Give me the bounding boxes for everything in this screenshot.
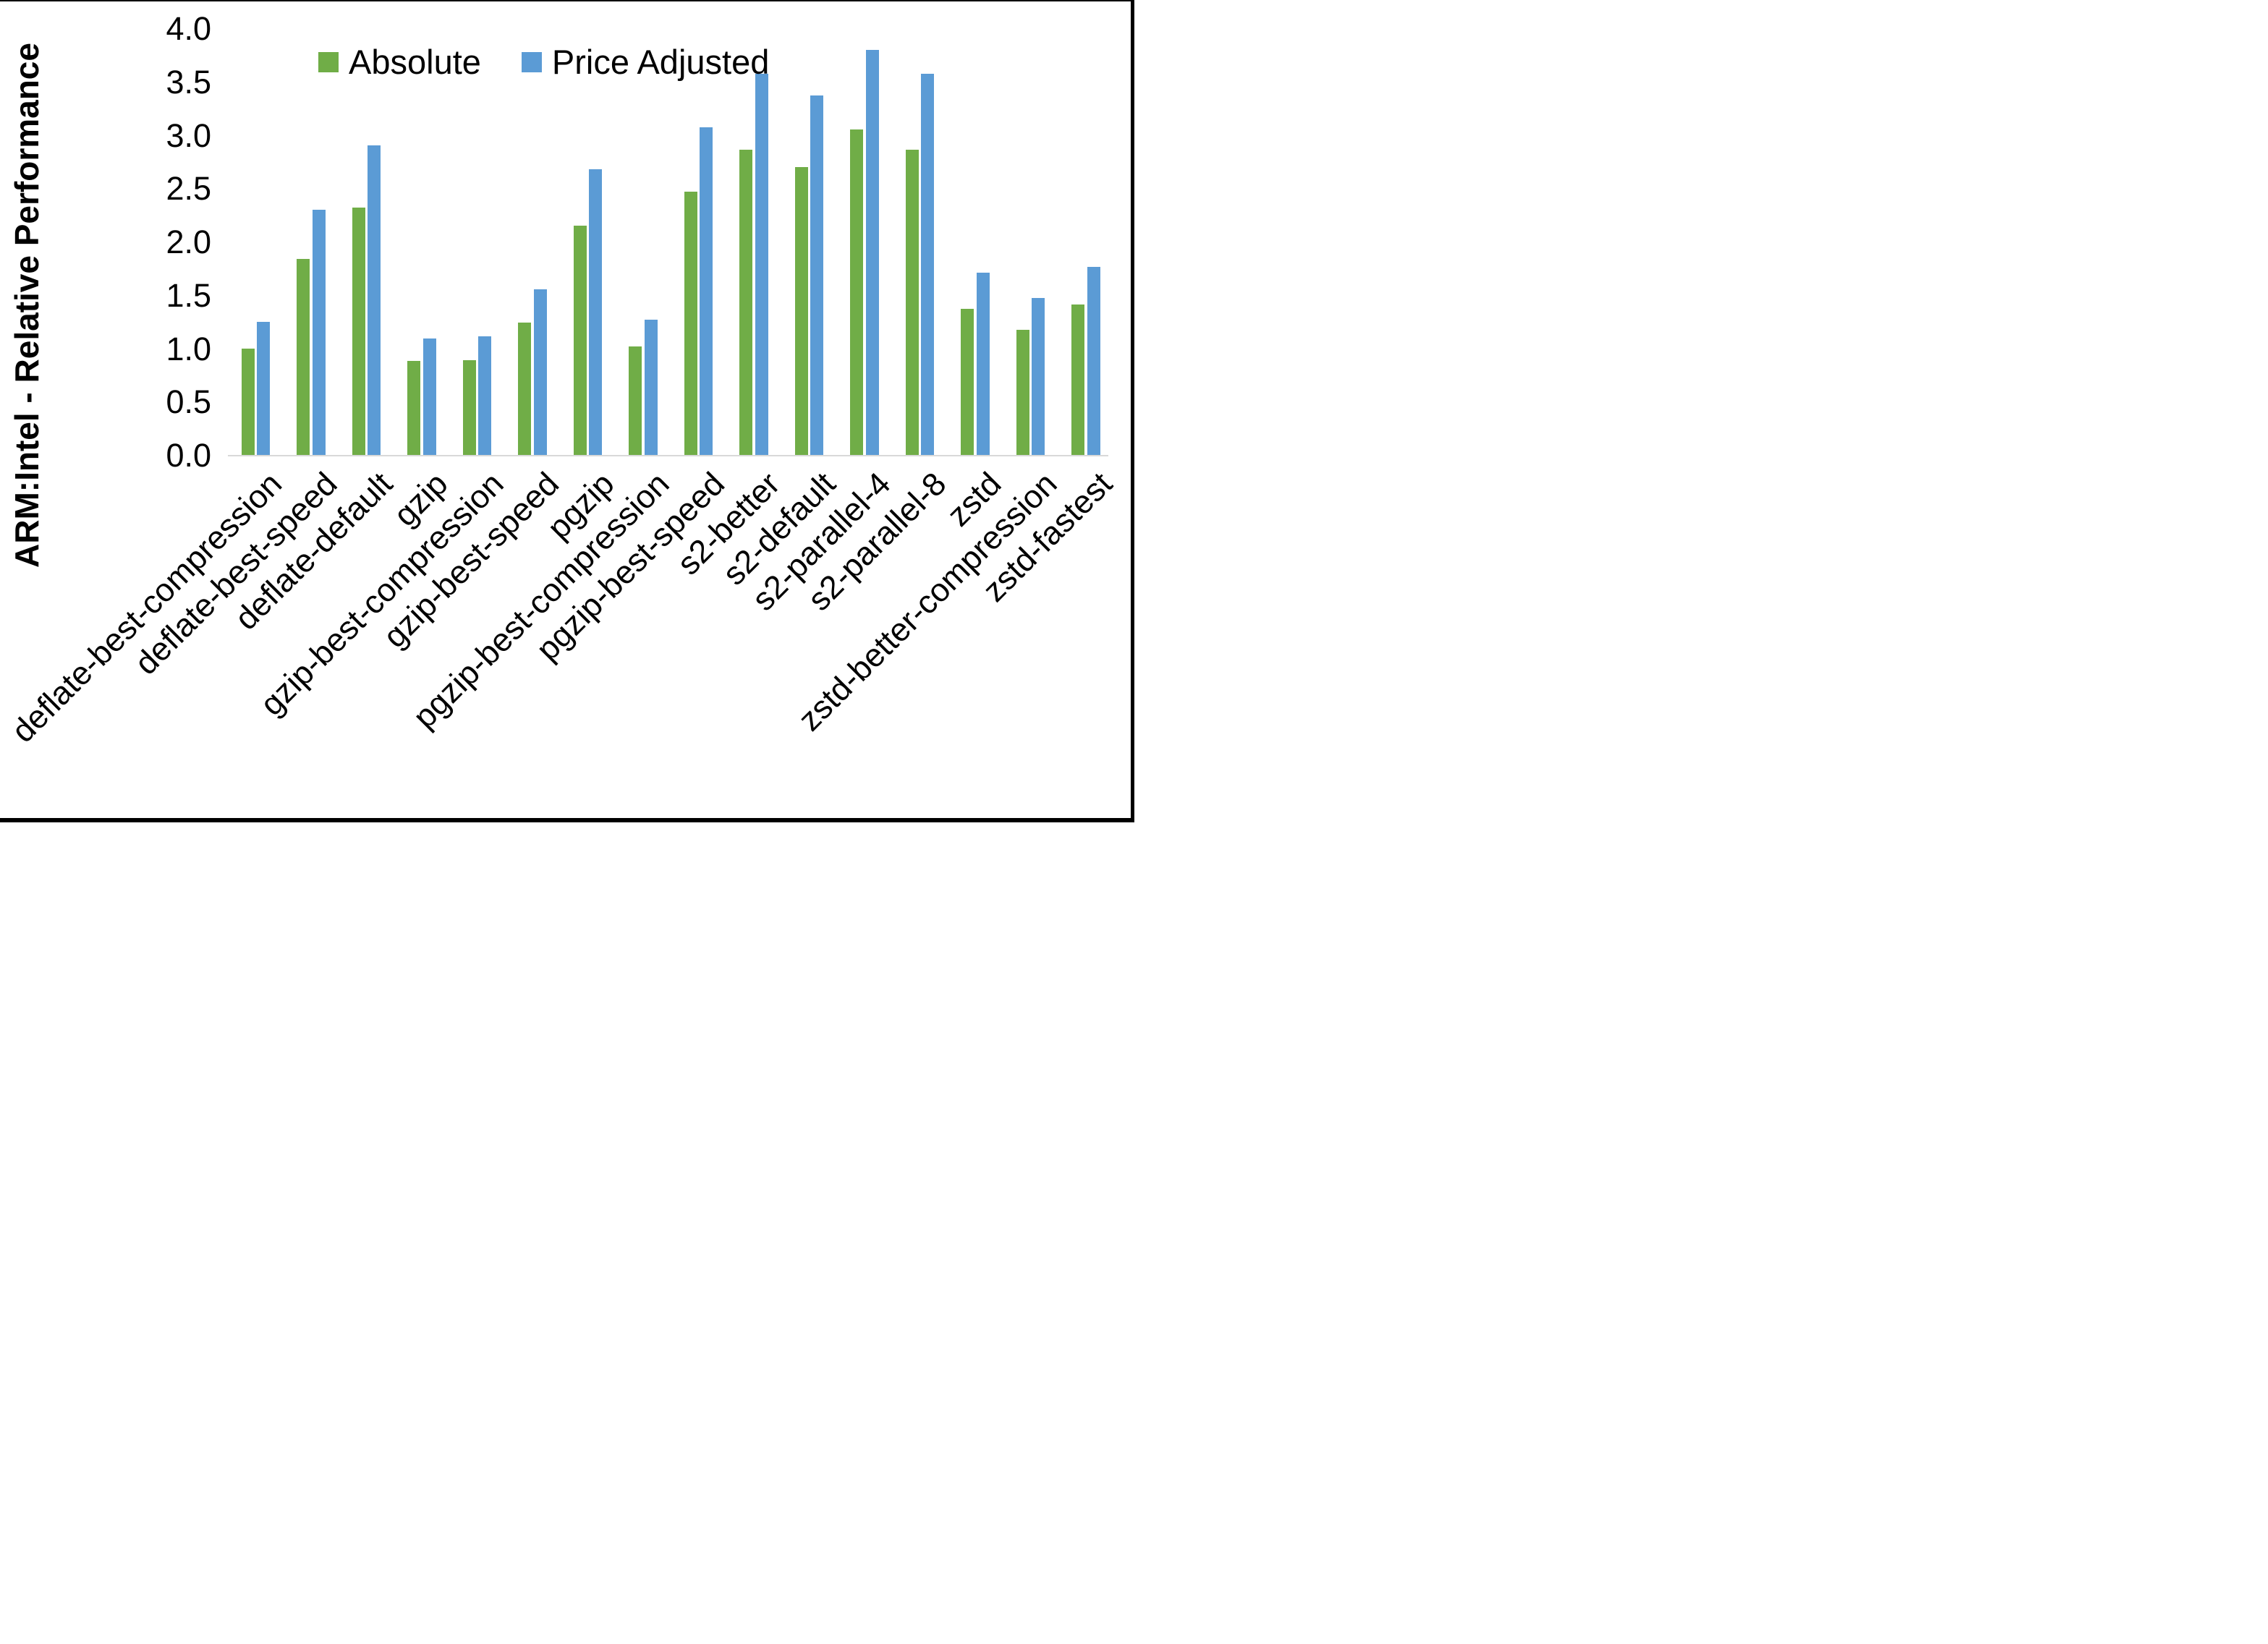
bar-absolute-s2-parallel-8	[905, 150, 919, 455]
legend-item: Absolute	[318, 42, 481, 82]
legend: Absolute Price Adjusted	[318, 42, 769, 82]
bar-absolute-s2-default	[794, 166, 808, 455]
bar-price-adjusted-zstd-fastest	[1087, 267, 1100, 455]
bar-absolute-gzip-best-speed	[518, 323, 531, 455]
bar-absolute-gzip	[407, 361, 420, 455]
y-tick-label: 3.5	[166, 63, 211, 101]
bar-absolute-pgzip	[573, 225, 587, 455]
bar-absolute-gzip-best-compression	[462, 359, 476, 455]
y-tick-label: 0.5	[166, 383, 211, 421]
bar-absolute-pgzip-best-speed	[684, 191, 697, 455]
x-axis-line	[228, 455, 1108, 456]
y-tick-label: 1.0	[166, 330, 211, 367]
chart-canvas: ARM:Intel - Relative Performance 0.0 0.5 1…	[0, 0, 1134, 822]
bar-price-adjusted-deflate-default	[368, 145, 381, 455]
bar-price-adjusted-pgzip	[589, 169, 602, 455]
bar-price-adjusted-zstd-better-compression	[1032, 298, 1045, 455]
bar-price-adjusted-s2-parallel-8	[921, 74, 934, 455]
bar-absolute-pgzip-best-compression	[629, 346, 642, 455]
bar-price-adjusted-gzip	[422, 338, 436, 455]
bar-absolute-zstd	[961, 308, 974, 455]
y-axis-title: ARM:Intel - Relative Performance	[8, 43, 46, 568]
bar-absolute-deflate-best-compression	[241, 348, 255, 455]
legend-item: Price Adjusted	[521, 42, 770, 82]
bar-absolute-s2-parallel-4	[850, 129, 863, 455]
bar-absolute-s2-better	[739, 150, 752, 455]
bar-absolute-zstd-better-compression	[1016, 330, 1029, 455]
bar-price-adjusted-pgzip-best-speed	[700, 127, 713, 455]
bar-price-adjusted-gzip-best-speed	[533, 289, 547, 455]
frame-border-right	[1131, 0, 1134, 822]
y-tick-label: 2.5	[166, 170, 211, 208]
bar-price-adjusted-s2-better	[755, 74, 768, 455]
y-tick-label: 1.5	[166, 276, 211, 314]
bar-price-adjusted-s2-default	[810, 95, 823, 455]
bar-price-adjusted-gzip-best-compression	[478, 336, 491, 455]
frame-border-bottom	[0, 818, 1134, 822]
frame-border-top	[0, 0, 1134, 1]
bar-absolute-deflate-default	[352, 207, 365, 455]
legend-swatch-icon	[521, 51, 542, 72]
y-tick-label: 2.0	[166, 223, 211, 260]
legend-swatch-icon	[318, 51, 339, 72]
y-tick-label: 0.0	[166, 437, 211, 474]
bar-absolute-deflate-best-speed	[297, 258, 310, 455]
y-tick-label: 4.0	[166, 10, 211, 47]
legend-label: Price Adjusted	[551, 43, 770, 81]
bar-price-adjusted-pgzip-best-compression	[644, 319, 658, 455]
bar-price-adjusted-deflate-best-speed	[312, 209, 326, 455]
bar-price-adjusted-deflate-best-compression	[257, 321, 270, 455]
y-tick-label: 3.0	[166, 116, 211, 154]
bar-price-adjusted-s2-parallel-4	[865, 49, 879, 455]
bar-price-adjusted-zstd	[976, 272, 990, 455]
bar-absolute-zstd-fastest	[1071, 304, 1084, 455]
legend-label: Absolute	[349, 43, 481, 81]
